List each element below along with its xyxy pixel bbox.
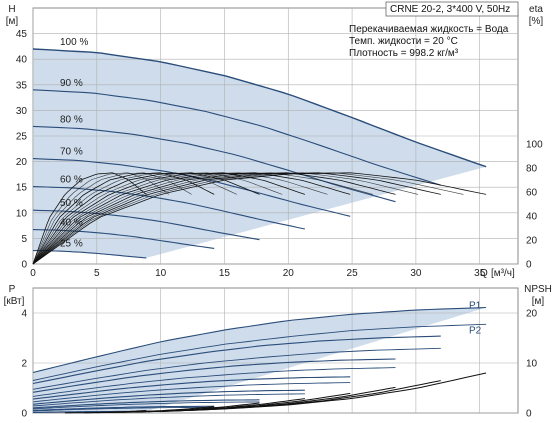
npsh-curve-25 [64,410,147,414]
p-axis-unit: [кВт] [4,296,25,307]
p1-curve-70 [32,376,351,400]
p1-curve-60 [32,389,305,405]
y2-axis-unit: [%] [529,16,544,27]
fluid-info-line: Плотность = 998.2 кг/м³ [349,48,459,59]
p2-curve-90 [32,347,441,390]
speed-label-50: 50 % [60,198,83,209]
qh-curve-80 [32,125,396,203]
p2-curve-80 [32,367,396,397]
y2-tick-label: 80 [526,164,538,175]
speed-label-100: 100 % [60,37,88,48]
qh-curve-90 [32,89,441,186]
y-tick-label: 0 [21,260,27,271]
eta-curve-intermediate [32,172,170,265]
y2-tick-label: 20 [526,236,538,247]
p-tick-label: 4 [21,309,27,320]
x-tick-label: 15 [219,268,231,279]
eta-curve-intermediate [32,172,419,265]
npsh-tick-label: 10 [526,359,538,370]
p1-curve-80 [32,358,396,393]
x-tick-label: 10 [155,268,167,279]
p2-curve-50 [32,401,260,410]
p1-curve-90 [32,335,441,385]
chart-title: CRNE 20-2, 3*400 V, 50Hz [390,4,510,15]
x-tick-label: 20 [283,268,295,279]
series-label-p1: P1 [469,301,482,312]
y-tick-label: 15 [16,183,28,194]
p2-curve-70 [32,382,351,403]
p-axis-label: P [9,284,16,295]
npsh-axis-unit: [м] [532,296,545,307]
qh-curve-50 [32,209,260,241]
y-tick-label: 25 [16,132,28,143]
eta-curve-intermediate [32,172,464,265]
x-axis-unit: [м³/ч] [491,268,515,279]
qh-curve-100 [32,48,487,168]
y-tick-label: 45 [16,29,28,40]
speed-label-60: 60 % [60,175,83,186]
eta-curve-intermediate [32,172,328,265]
y2-tick-label: 0 [526,260,532,271]
eta-curve-intermediate [32,172,192,265]
series-label-p2: P2 [469,325,482,336]
y-tick-label: 30 [16,106,28,117]
y-tick-label: 40 [16,55,28,66]
y2-tick-label: 100 [526,140,543,151]
p1-curve-100 [32,306,487,374]
eta-curve-90 [32,172,441,265]
speed-label-40: 40 % [60,218,83,229]
npsh-tick-label: 20 [526,309,538,320]
y-tick-label: 20 [16,157,28,168]
speed-label-70: 70 % [60,147,83,158]
eta-curve-25 [32,172,147,265]
npsh-axis-label: NPSH [524,284,552,295]
operating-range-band [33,48,487,258]
fluid-info-line: Перекачиваемая жидкость = Вода [349,24,509,35]
eta-curve-100 [32,172,487,265]
fluid-info-line: Темп. жидкости = 20 °C [349,36,458,47]
x-tick-label: 5 [94,268,100,279]
y-axis-label: H [8,4,15,15]
eta-curve-intermediate [32,172,238,265]
y2-axis-label: eta [529,4,543,15]
y-tick-label: 10 [16,208,28,219]
p1-curve-50 [32,399,260,409]
speed-label-90: 90 % [60,78,83,89]
p-tick-label: 2 [21,359,27,370]
p2-curve-100 [32,323,487,381]
x-tick-label: 25 [347,268,359,279]
speed-label-80: 80 % [60,114,83,125]
y-tick-label: 5 [21,234,27,245]
y-axis-unit: [м] [6,16,19,27]
eta-curve-40 [32,172,215,265]
x-axis-label: Q [480,268,488,279]
x-tick-label: 30 [410,268,422,279]
speed-label-25: 25 % [60,239,83,250]
eta-curve-80 [32,172,396,265]
x-tick-label: 35 [474,268,486,279]
y2-tick-label: 40 [526,212,538,223]
eta-curve-intermediate [32,172,373,265]
p2-curve-60 [32,393,305,407]
title-box [385,1,519,17]
qh-curve-60 [32,186,306,230]
y2-tick-label: 60 [526,188,538,199]
p2-curve-40 [32,406,215,412]
p-tick-label: 0 [21,409,27,420]
y-tick-label: 35 [16,80,28,91]
x-tick-label: 0 [30,268,36,279]
p1-curve-40 [32,405,215,411]
npsh-tick-label: 0 [526,409,532,420]
eta-curve-60 [32,172,306,265]
